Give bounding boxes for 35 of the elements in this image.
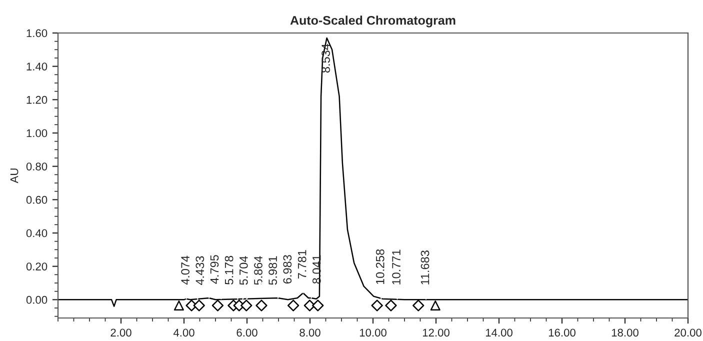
x-tick-label: 18.00 bbox=[612, 328, 638, 337]
x-tick-label: 20.00 bbox=[674, 328, 702, 337]
annotation: 10.258 bbox=[376, 249, 384, 284]
annotation: 5.704 bbox=[239, 256, 248, 285]
x-tick-label: 8.00 bbox=[300, 328, 320, 337]
chart-title: Auto-Scaled Chromatogram bbox=[290, 16, 456, 28]
annotation: 5.864 bbox=[254, 256, 262, 285]
y-tick-label: 1.60 bbox=[26, 29, 48, 38]
annotation: 8.534 bbox=[322, 44, 330, 73]
y-tick-label: 0.60 bbox=[26, 196, 48, 204]
y-tick-label: 0.40 bbox=[26, 229, 48, 238]
x-tick-label: 10.00 bbox=[360, 328, 386, 337]
annotation: 4.074 bbox=[181, 256, 190, 285]
x-tick-label: 12.00 bbox=[422, 328, 450, 337]
annotation: 4.433 bbox=[196, 256, 204, 286]
x-tick-label: 14.00 bbox=[486, 328, 512, 337]
annotation: 10.771 bbox=[392, 250, 400, 284]
annotation: 5.981 bbox=[268, 256, 277, 285]
x-tick-label: 16.00 bbox=[548, 328, 576, 337]
y-tick-label: 0.80 bbox=[26, 162, 48, 170]
y-tick-label: 1.40 bbox=[26, 62, 48, 70]
y-tick-label: 1.00 bbox=[26, 129, 48, 138]
annotation: 4.795 bbox=[210, 255, 219, 284]
annotation: 6.983 bbox=[283, 255, 292, 284]
x-tick-label: 4.00 bbox=[173, 328, 194, 337]
y-axis-title: AU bbox=[10, 168, 18, 184]
y-tick-label: 0.20 bbox=[26, 262, 48, 270]
y-tick-label: 0.00 bbox=[26, 296, 48, 304]
annotation: 5.178 bbox=[224, 256, 234, 284]
y-tick-label: 1.20 bbox=[26, 96, 48, 104]
x-tick-label: 6.00 bbox=[236, 328, 258, 337]
x-tick-label: 2.00 bbox=[110, 328, 132, 337]
annotation: 11.683 bbox=[420, 250, 430, 284]
annotation: 8.041 bbox=[312, 255, 321, 284]
annotation: 7.781 bbox=[298, 250, 306, 279]
